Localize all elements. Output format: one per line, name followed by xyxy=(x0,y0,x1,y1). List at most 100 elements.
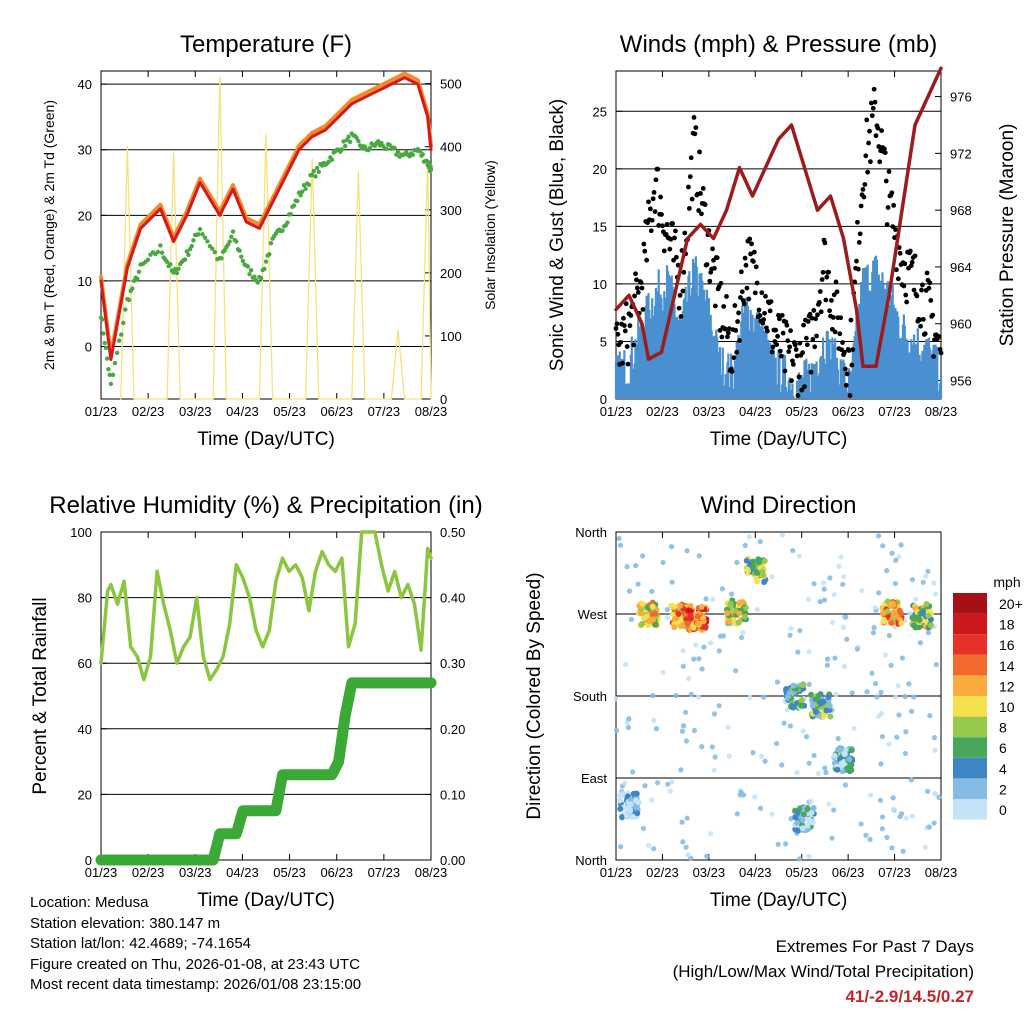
x-tick-label: 02/23 xyxy=(646,865,679,880)
direction-point xyxy=(827,575,833,581)
direction-point xyxy=(680,663,686,669)
gust-point xyxy=(827,308,832,314)
gust-point xyxy=(816,300,822,305)
direction-point xyxy=(698,604,705,611)
direction-point xyxy=(727,600,734,607)
gust-point xyxy=(712,303,718,309)
gust-point xyxy=(770,344,776,350)
gust-point xyxy=(680,288,686,294)
dewpoint-point xyxy=(387,142,392,148)
gust-point xyxy=(805,319,811,324)
y2-tick-label: 0.20 xyxy=(440,722,465,737)
x-tick-label: 07/23 xyxy=(878,865,911,880)
chart-title: Wind Direction xyxy=(700,492,856,519)
gust-point xyxy=(881,146,887,152)
direction-point xyxy=(790,547,796,554)
gust-point xyxy=(820,269,826,275)
dewpoint-point xyxy=(104,356,110,361)
dewpoint-point xyxy=(285,220,290,225)
x-tick-label: 01/23 xyxy=(600,865,633,880)
relative-humidity-line xyxy=(99,530,433,682)
gust-point xyxy=(688,155,694,161)
gust-point xyxy=(735,319,741,324)
colorbar-swatch xyxy=(953,613,987,635)
direction-point xyxy=(920,579,926,585)
gust-point xyxy=(810,336,816,342)
gust-point xyxy=(738,295,743,300)
direction-point xyxy=(815,692,822,699)
gust-point xyxy=(803,335,809,341)
gust-point xyxy=(733,327,739,333)
direction-point xyxy=(896,712,902,718)
direction-point xyxy=(775,841,781,847)
gust-point xyxy=(792,342,798,348)
direction-point xyxy=(680,839,686,845)
dewpoint-point xyxy=(229,234,234,239)
direction-point xyxy=(684,620,691,627)
gust-point xyxy=(696,208,702,213)
direction-point xyxy=(734,811,740,817)
direction-point xyxy=(650,693,656,699)
gust-point xyxy=(877,159,883,165)
direction-point xyxy=(642,783,648,789)
gust-point xyxy=(895,276,901,282)
direction-point xyxy=(784,693,791,700)
direction-point xyxy=(922,844,928,850)
gust-point xyxy=(919,287,924,293)
direction-point xyxy=(820,698,827,705)
direction-point xyxy=(626,716,632,722)
dewpoint-point xyxy=(316,169,321,175)
direction-point xyxy=(709,744,715,750)
gust-point xyxy=(868,159,873,165)
colorbar-label: 20+ xyxy=(999,596,1023,612)
direction-point xyxy=(869,670,875,676)
direction-point xyxy=(623,812,630,819)
y-tick-label: 30 xyxy=(78,143,92,158)
x-tick-label: 03/23 xyxy=(179,404,212,419)
direction-point xyxy=(809,702,816,709)
gust-point xyxy=(796,374,802,380)
direction-point xyxy=(629,813,636,820)
dewpoint-point xyxy=(191,238,196,243)
y2-tick-label: 400 xyxy=(440,140,462,155)
direction-point xyxy=(871,625,877,631)
colorbar-label: 4 xyxy=(999,761,1007,777)
direction-point xyxy=(711,767,717,773)
extremes-values: 41/-2.9/14.5/0.27 xyxy=(845,987,974,1006)
direction-point xyxy=(779,762,785,768)
direction-point xyxy=(867,836,873,843)
chart-title: Winds (mph) & Pressure (mb) xyxy=(620,31,937,58)
direction-point xyxy=(741,613,748,620)
direction-point xyxy=(836,563,842,570)
direction-point xyxy=(725,724,731,730)
direction-point xyxy=(884,598,891,605)
direction-point xyxy=(679,819,685,825)
y2-tick-label: 0.40 xyxy=(440,591,465,606)
direction-point xyxy=(675,610,682,617)
gust-point xyxy=(823,297,829,303)
direction-point xyxy=(737,792,743,798)
direction-point xyxy=(798,697,805,704)
dewpoint-point xyxy=(108,381,114,387)
direction-point xyxy=(931,820,937,826)
direction-point xyxy=(894,734,900,740)
x-tick-label: 05/23 xyxy=(273,404,306,419)
gust-point xyxy=(762,310,767,316)
y-tick-label: 5 xyxy=(600,334,607,349)
gust-point xyxy=(818,309,824,315)
gust-point xyxy=(648,228,654,234)
direction-point xyxy=(831,807,837,813)
direction-point xyxy=(927,713,933,719)
dewpoint-point xyxy=(262,266,267,272)
gust-point xyxy=(620,360,625,366)
direction-point xyxy=(837,746,844,753)
direction-point xyxy=(879,814,886,820)
y-tick-label: 0 xyxy=(85,853,92,868)
dewpoint-point xyxy=(420,152,425,157)
direction-point xyxy=(684,815,690,821)
dewpoint-point xyxy=(168,262,173,267)
direction-point xyxy=(893,694,899,701)
direction-point xyxy=(890,795,896,801)
direction-point xyxy=(643,613,650,620)
gust-point xyxy=(687,174,693,180)
